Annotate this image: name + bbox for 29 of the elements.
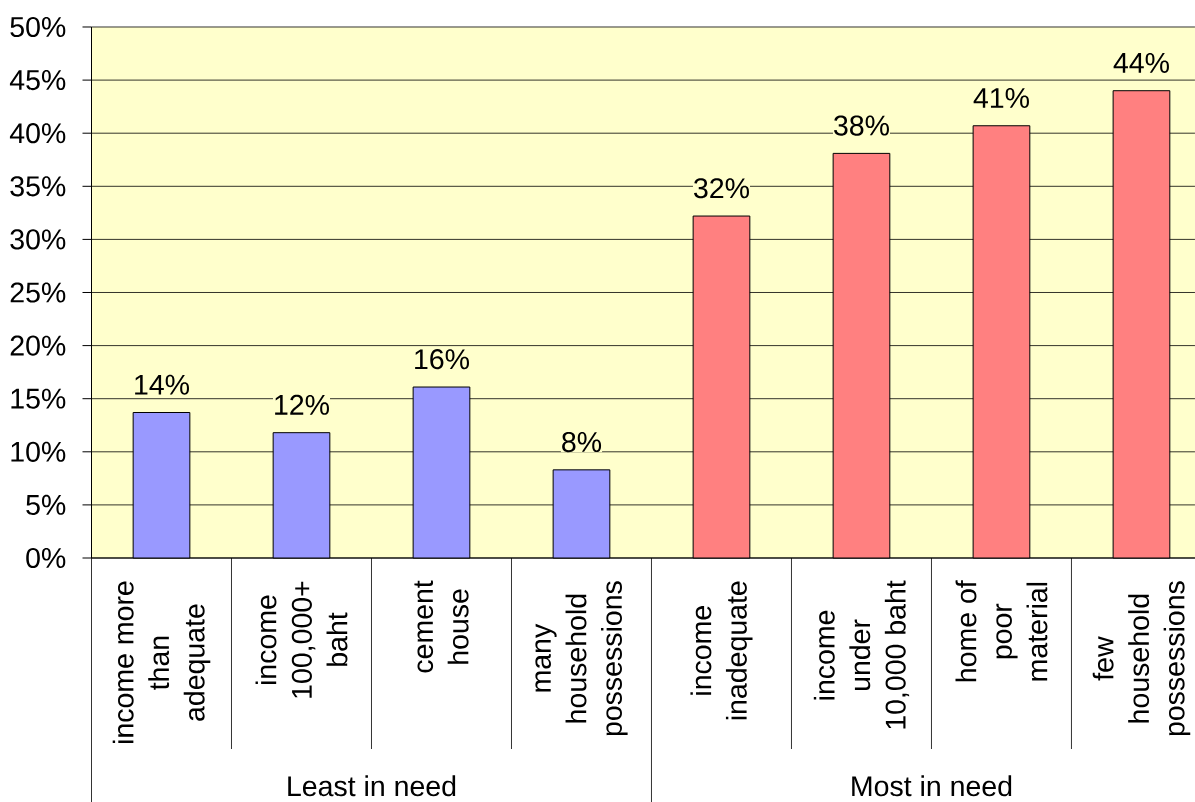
data-label: 32% xyxy=(694,178,749,199)
y-tick-label: 50% xyxy=(10,16,66,38)
y-tick-label: 45% xyxy=(9,70,66,91)
data-label: 14% xyxy=(135,374,189,395)
data-label: 8% xyxy=(562,431,602,453)
text: Least in need xyxy=(288,775,456,797)
data-label: 12% xyxy=(275,394,329,415)
data-label: 41% xyxy=(973,87,1029,108)
x-tick-label: income inadequate xyxy=(690,581,753,720)
x-tick-label: few household possessions xyxy=(1092,581,1191,736)
data-label: 16% xyxy=(415,349,469,370)
text: Most in need xyxy=(852,775,1012,797)
y-tick-label: 0% xyxy=(26,547,66,569)
y-tick-label: 10% xyxy=(11,441,66,462)
data-label: 38% xyxy=(834,115,889,136)
y-tick-label: 20% xyxy=(10,335,66,356)
y-tick-label: 35% xyxy=(10,176,66,197)
y-tick-label: 40% xyxy=(9,123,66,144)
x-tick-label: home of poor material xyxy=(955,580,1048,682)
x-tick-label: many household possessions xyxy=(535,581,628,736)
x-tick-label: cement house xyxy=(414,580,469,673)
x-tick-label: income under 10,000 baht xyxy=(813,580,910,729)
y-tick-label: 30% xyxy=(10,229,66,250)
y-tick-label: 5% xyxy=(26,494,66,515)
x-tick-label: income 100,000+ baht xyxy=(255,581,348,698)
data-label: 44% xyxy=(1113,52,1169,73)
y-tick-label: 25% xyxy=(10,282,66,303)
y-tick-label: 15% xyxy=(11,388,66,409)
x-tick-label: income more than adequate xyxy=(112,581,211,744)
